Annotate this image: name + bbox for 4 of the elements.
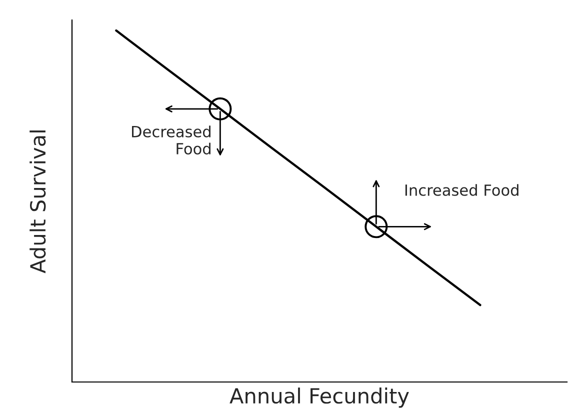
y-axis-title: Adult Survival — [30, 130, 46, 274]
annotation: Decreased Food — [132, 126, 210, 155]
annotation: Increased Food — [405, 184, 518, 196]
x-axis-title: Annual Fecundity — [230, 388, 409, 408]
